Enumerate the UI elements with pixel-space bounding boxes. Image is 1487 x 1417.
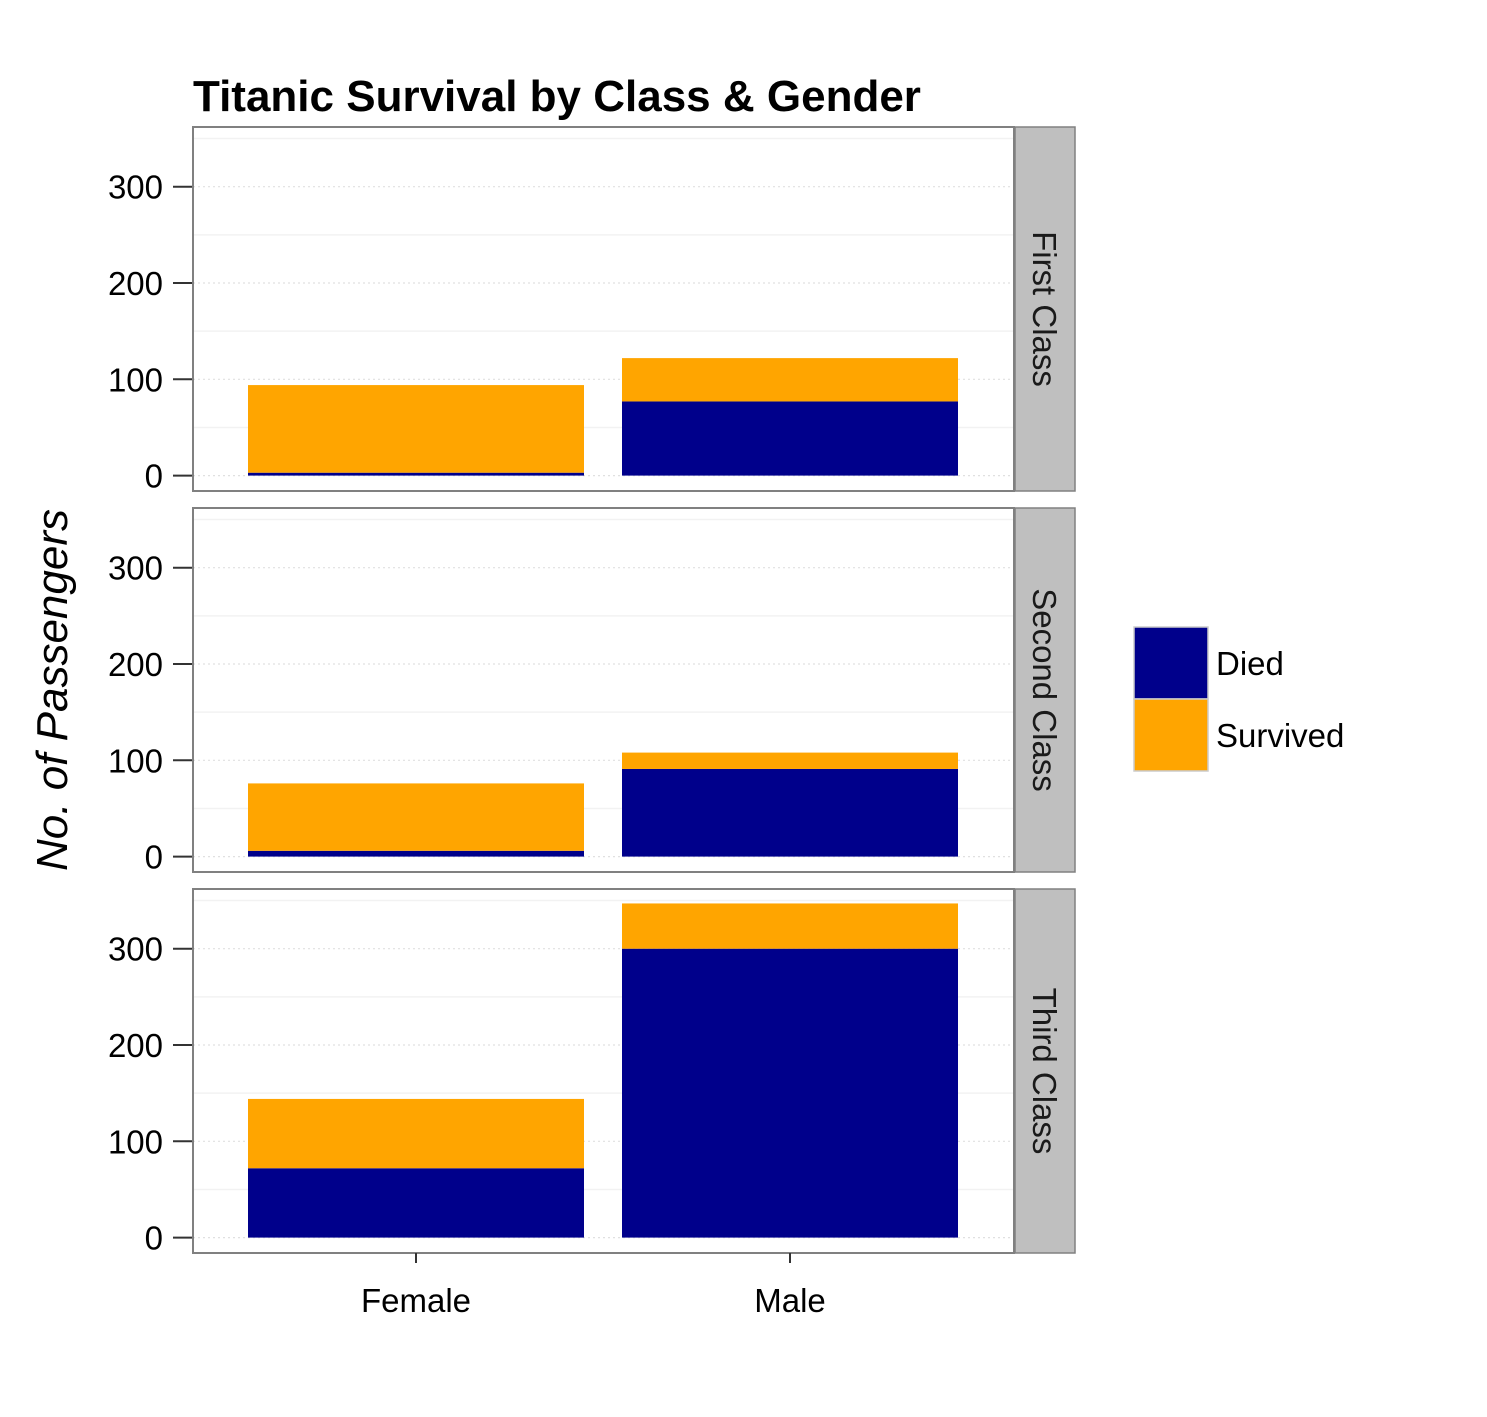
y-tick-label: 0 — [145, 839, 163, 876]
x-tick-label: Male — [754, 1282, 826, 1319]
x-tick-label: Female — [361, 1282, 471, 1319]
facet-strip — [1014, 888, 1076, 1254]
y-tick-label: 100 — [108, 1123, 163, 1160]
facet-strip-label: Second Class — [1026, 588, 1063, 792]
panel-border — [192, 507, 1015, 873]
bar-segment-survived — [248, 385, 584, 473]
facet-strip — [1014, 507, 1076, 873]
bar-segment-died — [622, 401, 958, 476]
bar-segment-survived — [248, 783, 584, 851]
bar-segment-died — [248, 472, 584, 476]
y-tick-label: 200 — [108, 1027, 163, 1064]
legend-label: Survived — [1216, 717, 1344, 754]
bar-segment-survived — [622, 752, 958, 769]
bar-segment-survived — [622, 903, 958, 949]
y-tick-label: 300 — [108, 931, 163, 968]
legend: Died Survived — [1133, 626, 1344, 772]
facet-panel: 0 100 200 300 First Class — [108, 126, 1076, 495]
facet-strip-label: Third Class — [1026, 988, 1063, 1155]
y-tick-label: 0 — [145, 1220, 163, 1257]
legend-key-survived — [1133, 698, 1209, 772]
y-tick-label: 300 — [108, 169, 163, 206]
bar-segment-died — [622, 768, 958, 857]
y-tick-label: 200 — [108, 265, 163, 302]
chart-title: Titanic Survival by Class & Gender — [193, 72, 921, 121]
y-tick-label: 200 — [108, 646, 163, 683]
panel-border — [192, 888, 1015, 1254]
bar-segment-survived — [248, 1098, 584, 1169]
x-axis: Female Male — [361, 1253, 826, 1319]
facet-panels: 0 100 200 300 First Class 0 100 200 300 Second Cl… — [108, 126, 1076, 1257]
legend-label: Died — [1216, 645, 1284, 682]
legend-key-died — [1133, 626, 1209, 700]
panel-border — [192, 126, 1015, 492]
bar-segment-died — [248, 1168, 584, 1238]
y-tick-label: 0 — [145, 458, 163, 495]
y-tick-label: 100 — [108, 361, 163, 398]
y-axis-label: No. of Passengers — [28, 509, 77, 871]
bar-segment-survived — [622, 358, 958, 402]
facet-panel: 0 100 200 300 Third Class — [108, 888, 1076, 1257]
y-tick-label: 100 — [108, 742, 163, 779]
facet-panel: 0 100 200 300 Second Class — [108, 507, 1076, 876]
facet-strip — [1014, 126, 1076, 492]
y-tick-label: 300 — [108, 550, 163, 587]
bar-segment-died — [622, 948, 958, 1238]
facet-strip-label: First Class — [1026, 231, 1063, 387]
bar-segment-died — [248, 850, 584, 857]
